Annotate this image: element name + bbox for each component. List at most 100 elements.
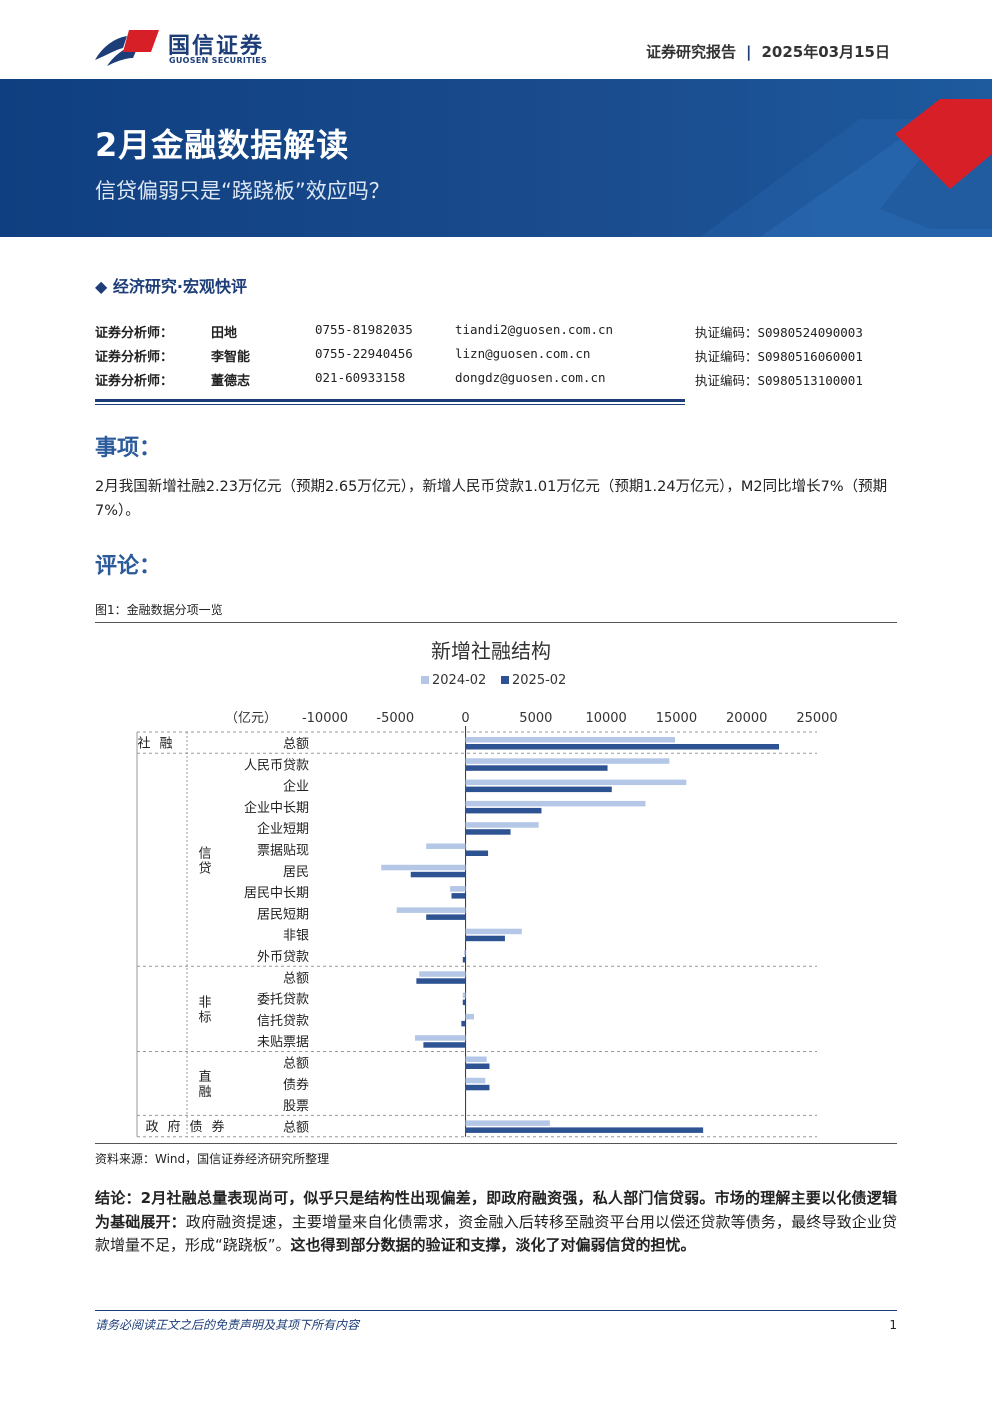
legend-swatch (501, 676, 509, 684)
category-label: 外币贷款 (257, 950, 309, 965)
bar-2024-02 (465, 1013, 475, 1020)
section-tag: ◆ 经济研究·宏观快评 (95, 277, 247, 296)
bar-2025-02 (465, 1084, 490, 1091)
footer-rule (95, 1310, 897, 1311)
bar-2025-02 (465, 850, 489, 856)
report-type: 证券研究报告 (646, 43, 737, 61)
bar-2025-02 (465, 1127, 704, 1133)
category-label: 居民短期 (257, 907, 309, 922)
bar-2024-02 (465, 800, 646, 807)
bar-2025-02 (465, 765, 608, 771)
analyst-email[interactable]: dongdz@guosen.com.cn (455, 370, 606, 385)
report-date: 2025年03月15日 (761, 43, 891, 61)
category-label: 人民币贷款 (244, 758, 309, 773)
category-label: 未贴票据 (257, 1035, 309, 1050)
x-tick-label: 25000 (796, 711, 837, 726)
group-label-char: 直 (198, 1070, 211, 1085)
category-label: 信托贷款 (257, 1014, 309, 1029)
category-label: 票据贴现 (257, 844, 309, 859)
category-label: 居民中长期 (244, 886, 309, 901)
category-label: 总额 (283, 1120, 309, 1135)
category-label: 企业短期 (257, 821, 309, 837)
bar-2025-02 (462, 957, 466, 963)
figure-label: 图1：金融数据分项一览 (95, 603, 223, 617)
report-meta: 证券研究报告 | 2025年03月15日 (646, 41, 890, 62)
bar-2025-02 (426, 914, 466, 920)
bar-2024-02 (419, 971, 466, 977)
x-tick-label: -5000 (376, 711, 414, 726)
group-label-char: 贷 (198, 861, 211, 876)
footer-disclaimer[interactable]: 请务必阅读正文之后的免责声明及其项下所有内容 (95, 1318, 360, 1332)
category-label: 企业 (283, 779, 309, 795)
analyst-label: 证券分析师： (95, 374, 174, 389)
bar-2024-02 (414, 1035, 466, 1041)
bar-2024-02 (426, 843, 466, 849)
bar-2024-02 (465, 779, 687, 786)
bar-2024-02 (381, 864, 466, 871)
bar-2025-02 (410, 871, 466, 878)
bar-2024-02 (464, 950, 466, 956)
bar-2024-02 (462, 992, 466, 999)
bar-2024-02 (465, 1120, 550, 1126)
analyst-name: 董德志 (211, 374, 251, 389)
conclusion-bold-1: 结论：2月社融总量表现尚可，似乎只是结构性出现偏差，即政府融资强，私人部门信贷弱… (95, 1189, 897, 1231)
bar-2024-02 (450, 886, 466, 892)
analyst-name: 李智能 (211, 350, 251, 365)
banner-decoration-icon (700, 99, 992, 237)
analyst-phone: 0755-81982035 (315, 322, 413, 337)
title-banner (0, 79, 992, 237)
category-label: 债券 (283, 1077, 309, 1093)
group-label-char: 融 (198, 1085, 211, 1100)
figure-bottom-rule (95, 1143, 897, 1144)
guosen-logo-icon (95, 30, 159, 66)
group-label-char: 券 (211, 1119, 224, 1135)
legend-label: 2025-02 (512, 673, 566, 688)
bar-2025-02 (465, 1063, 490, 1069)
bar-2025-02 (416, 978, 466, 984)
figure-top-rule (95, 622, 897, 623)
group-label-char: 社 (137, 736, 150, 752)
analyst-cert: 执证编码：S0980524090003 (695, 325, 863, 340)
category-label: 总额 (283, 1057, 309, 1072)
category-label: 股票 (283, 1099, 309, 1114)
group-label-char: 债 (189, 1120, 202, 1135)
analyst-cert: 执证编码：S0980513100001 (695, 373, 863, 388)
page-number: 1 (889, 1318, 897, 1332)
group-label-char: 标 (198, 1010, 211, 1025)
report-subtitle: 信贷偏弱只是“跷跷板”效应吗？ (95, 179, 390, 203)
x-tick-label: -10000 (302, 711, 348, 726)
bar-2024-02 (396, 907, 466, 913)
analyst-cert: 执证编码：S0980516060001 (695, 349, 863, 364)
category-label: 委托贷款 (257, 993, 309, 1008)
bar-2025-02 (423, 1042, 466, 1048)
axis-unit-label: （亿元） (225, 711, 277, 726)
bar-2025-02 (462, 999, 466, 1006)
legend-swatch (421, 676, 429, 684)
analyst-email[interactable]: lizn@guosen.com.cn (455, 346, 591, 361)
category-label: 企业中长期 (244, 800, 309, 816)
brand-name: 国信证券 (168, 34, 265, 59)
conclusion-bold-2: 这也得到部分数据的验证和支撑，淡化了对偏弱信贷的担忧。 (290, 1236, 696, 1254)
brand-name-en: GUOSEN SECURITIES (169, 56, 268, 65)
analyst-phone: 021-60933158 (315, 370, 406, 385)
analyst-label: 证券分析师： (95, 350, 174, 365)
comment-heading: 评论： (95, 554, 162, 579)
group-label-char: 府 (167, 1120, 180, 1135)
analyst-email[interactable]: tiandi2@guosen.com.cn (455, 322, 614, 337)
analyst-name: 田地 (211, 326, 238, 341)
divider (95, 399, 685, 402)
divider (95, 404, 685, 405)
financing-structure-chart: 新增社融结构 2024-02 2025-02 （亿元） -10000 -5000 0 5000… (136, 639, 838, 1138)
group-label-char: 政 (145, 1120, 158, 1135)
bar-2024-02 (465, 1056, 487, 1062)
conclusion-normal: 政府融资提速，主要增量来自化债需求，资金融入后转移至融资平台用以偿还贷款等债务，… (95, 1212, 897, 1255)
group-label-char: 非 (198, 995, 211, 1010)
x-tick-label: 5000 (519, 711, 552, 726)
bar-2024-02 (465, 822, 539, 828)
category-label: 总额 (283, 971, 309, 986)
bar-2024-02 (465, 928, 522, 935)
report-title: 2月金融数据解读 (95, 126, 350, 164)
category-label: 非银 (283, 929, 309, 944)
bar-2025-02 (451, 893, 466, 899)
bar-2025-02 (465, 786, 612, 793)
